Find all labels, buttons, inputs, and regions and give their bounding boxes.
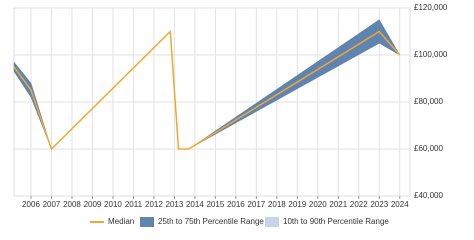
x-tick-label: 2024 <box>391 200 409 209</box>
legend-swatch <box>265 217 279 227</box>
legend-swatch <box>140 217 154 227</box>
y-tick-label: £100,000 <box>414 50 448 59</box>
percentile-band <box>13 61 52 150</box>
x-tick-label: 2010 <box>104 200 122 209</box>
legend-label: Median <box>108 217 134 226</box>
x-tick-label: 2021 <box>329 200 347 209</box>
x-tick-label: 2023 <box>370 200 388 209</box>
x-tick-label: 2016 <box>227 200 245 209</box>
x-tick-label: 2009 <box>84 200 102 209</box>
x-tick-label: 2014 <box>186 200 204 209</box>
x-tick-label: 2020 <box>309 200 327 209</box>
y-tick-label: £40,000 <box>414 191 443 200</box>
x-tick-label: 2011 <box>125 200 143 209</box>
x-tick-label: 2012 <box>145 200 163 209</box>
x-tick-label: 2018 <box>268 200 286 209</box>
x-tick-label: 2019 <box>288 200 306 209</box>
x-tick-label: 2022 <box>350 200 368 209</box>
x-tick-label: 2006 <box>22 200 40 209</box>
y-tick-label: £80,000 <box>414 97 443 106</box>
x-tick-label: 2015 <box>206 200 224 209</box>
x-tick-label: 2007 <box>43 200 61 209</box>
median-line <box>13 29 401 151</box>
x-tick-label: 2013 <box>166 200 184 209</box>
x-tick-label: 2017 <box>247 200 265 209</box>
y-tick-label: £60,000 <box>414 144 443 153</box>
legend-label: 25th to 75th Percentile Range <box>158 217 264 226</box>
legend-label: 10th to 90th Percentile Range <box>283 217 389 226</box>
x-tick-label: 2008 <box>63 200 81 209</box>
y-tick-label: £120,000 <box>414 3 448 12</box>
